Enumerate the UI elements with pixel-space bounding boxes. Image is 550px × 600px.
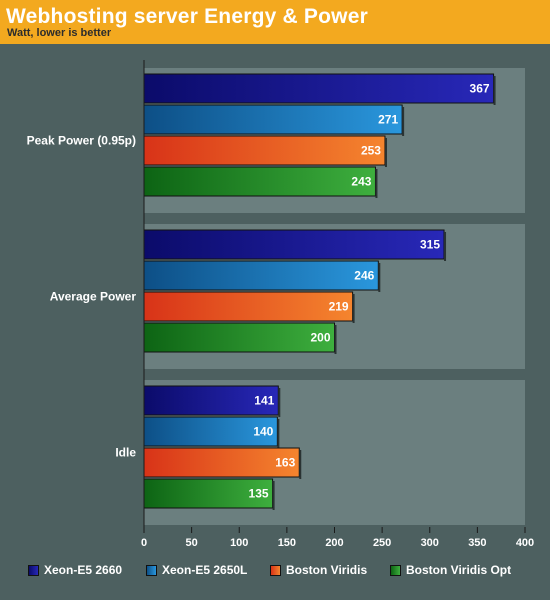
data-label: 140 (253, 425, 273, 439)
bar (143, 291, 354, 322)
data-label: 253 (361, 144, 381, 158)
x-tick-label: 150 (278, 537, 296, 549)
data-label: 367 (470, 82, 490, 96)
category-label: Peak Power (0.95p) (27, 134, 136, 148)
legend-swatch (146, 564, 157, 576)
data-label: 200 (310, 331, 330, 345)
legend-swatch (390, 564, 401, 576)
category-label: Average Power (50, 290, 137, 304)
bar (143, 73, 495, 104)
data-label: 243 (351, 175, 371, 189)
legend-label: Xeon-E5 2660 (44, 563, 123, 577)
legend-item: Boston Viridis (270, 563, 367, 577)
x-tick-label: 350 (468, 537, 486, 549)
bar (143, 447, 300, 478)
bar (143, 166, 376, 197)
legend-item: Xeon-E5 2650L (146, 563, 247, 577)
bar-shadow (384, 138, 387, 167)
bar-shadow (378, 263, 381, 292)
bar-shadow (444, 232, 447, 261)
bar (143, 385, 279, 416)
bar-shadow (352, 294, 355, 323)
bar-shadow (272, 481, 275, 510)
legend-label: Boston Viridis (286, 563, 368, 577)
legend-label: Xeon-E5 2650L (162, 563, 248, 577)
bar (143, 322, 335, 353)
bar (143, 478, 274, 509)
bar-shadow (334, 325, 337, 354)
data-label: 271 (378, 113, 398, 127)
data-label: 315 (420, 238, 440, 252)
data-label: 163 (275, 456, 295, 470)
x-tick-label: 100 (230, 537, 248, 549)
x-tick-label: 250 (373, 537, 391, 549)
bar (143, 229, 445, 260)
x-tick-label: 300 (421, 537, 439, 549)
bar (143, 260, 379, 291)
bar-shadow (299, 450, 302, 479)
chart-title: Webhosting server Energy & Power (6, 5, 368, 28)
x-tick-label: 0 (141, 537, 147, 549)
bar (143, 135, 386, 166)
x-tick-label: 200 (325, 537, 343, 549)
data-label: 135 (249, 487, 269, 501)
data-label: 219 (329, 300, 349, 314)
bar-shadow (402, 107, 405, 136)
bar-shadow (278, 388, 281, 417)
chart-subtitle: Watt, lower is better (7, 27, 112, 39)
bar-shadow (493, 76, 496, 105)
legend-label: Boston Viridis Opt (406, 563, 512, 577)
data-label: 246 (354, 269, 374, 283)
bar-shadow (375, 169, 378, 198)
legend-item: Boston Viridis Opt (390, 563, 511, 577)
x-tick-label: 50 (186, 537, 198, 549)
legend: Xeon-E5 2660 Xeon-E5 2650L Boston Viridi… (0, 563, 550, 583)
legend-swatch (270, 564, 281, 576)
chart-header: Webhosting server Energy & Power Watt, l… (0, 0, 550, 44)
legend-swatch (28, 564, 39, 576)
legend-item: Xeon-E5 2660 (28, 563, 122, 577)
category-label: Idle (115, 446, 136, 460)
x-tick-label: 400 (516, 537, 534, 549)
data-label: 141 (254, 394, 274, 408)
bar-shadow (277, 419, 280, 448)
bar (143, 104, 403, 135)
